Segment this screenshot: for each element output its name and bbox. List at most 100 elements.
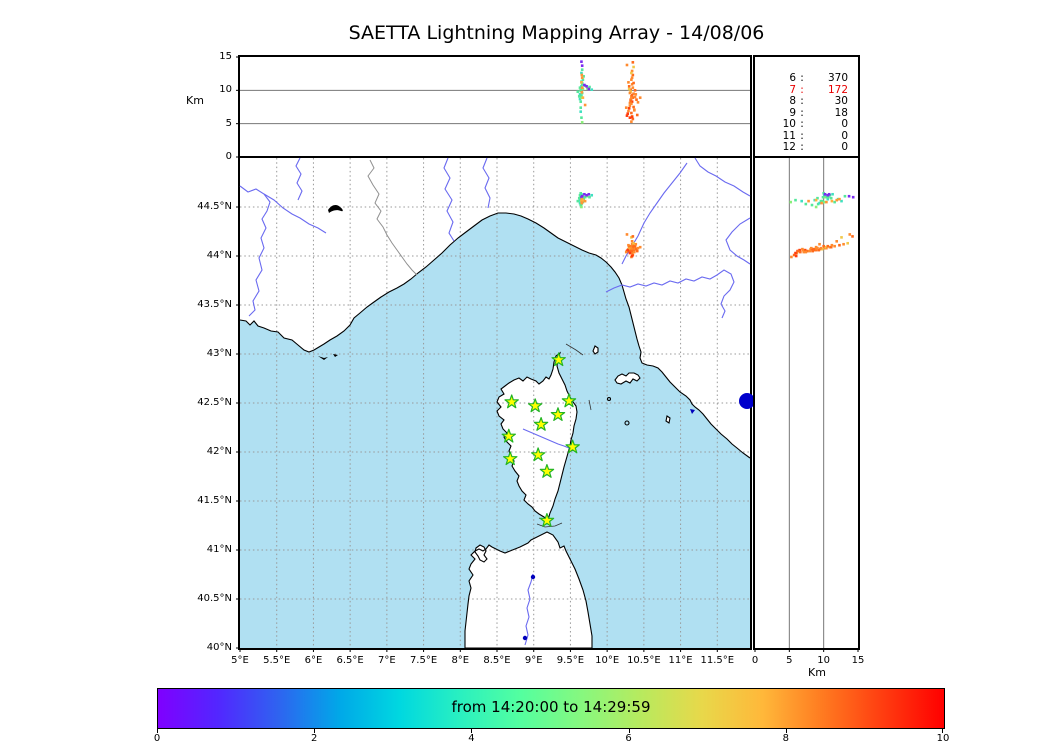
source-count-row: 10:0 bbox=[755, 118, 858, 131]
colorbar-tick bbox=[785, 728, 787, 733]
colorbar-tick bbox=[942, 728, 943, 733]
colorbar-tick bbox=[157, 728, 158, 733]
source-count-row: 9:18 bbox=[755, 106, 858, 120]
colorbar-tick-label: 8 bbox=[782, 733, 789, 744]
altitude-latitude-plot bbox=[754, 158, 859, 652]
sea-and-land-fills bbox=[240, 213, 750, 648]
count-value: 172 bbox=[827, 83, 848, 96]
lon-tick-label: 5°E bbox=[231, 655, 249, 666]
count-value: 0 bbox=[841, 118, 848, 130]
page-title: SAETTA Lightning Mapping Array - 14/08/0… bbox=[348, 22, 765, 44]
lat-tick-label: 41°N bbox=[206, 544, 232, 555]
count-level: 7 bbox=[789, 83, 796, 96]
altitude-axis-label: Km bbox=[186, 94, 204, 107]
station-star-icon bbox=[533, 417, 549, 431]
count-level: 8 bbox=[789, 95, 796, 107]
station-star-icon bbox=[503, 451, 518, 466]
altitude-gridlines bbox=[240, 89, 750, 125]
pianosa-island bbox=[606, 396, 612, 402]
count-level: 9 bbox=[789, 106, 796, 119]
lon-tick-label: 11.5°E bbox=[700, 655, 735, 666]
count-value: 30 bbox=[834, 95, 848, 107]
station-star-icon bbox=[527, 398, 543, 413]
sea-fill bbox=[240, 213, 750, 648]
source-count-row: 11:0 bbox=[755, 129, 858, 143]
lon-tick-label: 6.5°E bbox=[336, 655, 364, 666]
right-panel-xtick-label: 5 bbox=[786, 655, 793, 666]
right-panel-gridlines bbox=[788, 158, 825, 648]
station-star-icon bbox=[530, 447, 546, 462]
lat-tick-label: 44°N bbox=[206, 250, 232, 261]
right-panel-axis-ticks bbox=[754, 648, 859, 652]
altitude-ytick-label: 5 bbox=[225, 117, 232, 129]
source-count-row: 6:370 bbox=[755, 72, 858, 85]
lon-tick-label: 11°E bbox=[668, 655, 693, 666]
count-level: 10 bbox=[782, 118, 796, 130]
right-panel-xtick-label: 10 bbox=[817, 655, 831, 666]
lat-tick-label: 40°N bbox=[206, 642, 232, 653]
altitude-scatter-points bbox=[576, 60, 642, 124]
lat-tick-label: 43.5°N bbox=[197, 299, 232, 310]
lake-sardinia-2 bbox=[522, 635, 528, 641]
count-value: 0 bbox=[841, 129, 848, 142]
source-count-row: 12:0 bbox=[755, 141, 858, 154]
lon-tick-label: 8.5°E bbox=[483, 655, 511, 666]
map-plot bbox=[236, 157, 755, 652]
lon-tick-label: 7°E bbox=[378, 655, 396, 666]
altitude-latitude-panel bbox=[753, 156, 860, 652]
station-star-icon bbox=[550, 407, 566, 421]
colorbar-tick-label: 6 bbox=[625, 733, 632, 744]
lon-tick-label: 10.5°E bbox=[627, 655, 661, 666]
right-panel-xtick-label: 15 bbox=[851, 655, 865, 666]
source-count-row: 8:30 bbox=[755, 95, 858, 108]
lon-tick-label: 5.5°E bbox=[263, 655, 291, 666]
station-star-icon bbox=[565, 439, 580, 454]
lon-tick-label: 6°E bbox=[304, 655, 323, 666]
colorbar-tick bbox=[471, 728, 473, 733]
lat-tick-label: 44.5°N bbox=[197, 201, 232, 212]
colorbar-tick bbox=[628, 728, 630, 733]
altitude-longitude-plot bbox=[236, 56, 750, 158]
river-right-edge bbox=[725, 217, 751, 265]
altitude-longitude-panel bbox=[236, 55, 752, 159]
lake-sardinia-1 bbox=[530, 574, 536, 580]
river-durance bbox=[263, 193, 327, 234]
colorbar-time-range-label: from 14:20:00 to 14:29:59 bbox=[451, 698, 651, 716]
lon-tick-label: 7.5°E bbox=[409, 655, 438, 666]
count-value: 370 bbox=[827, 72, 848, 84]
map-gridlines bbox=[240, 158, 750, 648]
colorbar-tick-label: 0 bbox=[153, 733, 161, 744]
lagoon-orbetello bbox=[690, 409, 695, 414]
time-colorbar: from 14:20:00 to 14:29:59 bbox=[157, 688, 945, 729]
lat-tick-label: 42.5°N bbox=[197, 397, 232, 408]
colorbar-tick-label: 4 bbox=[468, 733, 475, 744]
source-count-rows: 6:370 7:172 8:30 9:18 10:0 11:0 12:0 bbox=[755, 57, 858, 154]
station-blue-dot bbox=[739, 393, 755, 409]
station-star-icon bbox=[504, 394, 519, 409]
right-panel-axis-label: Km bbox=[808, 666, 826, 679]
lon-tick-label: 9.5°E bbox=[556, 655, 585, 666]
river-po-area bbox=[694, 157, 751, 197]
count-value: 0 bbox=[841, 141, 848, 153]
lat-tick-label: 40.5°N bbox=[197, 593, 232, 604]
station-star-icon bbox=[551, 352, 566, 367]
count-value: 18 bbox=[834, 106, 848, 119]
lon-tick-label: 10°E bbox=[595, 655, 620, 666]
count-level: 6 bbox=[789, 72, 796, 84]
right-panel-xtick-label: 0 bbox=[751, 655, 759, 666]
hyeres-islands bbox=[318, 354, 338, 360]
river-var bbox=[443, 157, 455, 242]
map-panel bbox=[236, 156, 755, 652]
lat-tick-label: 43°N bbox=[206, 348, 232, 359]
country-border-france-italy bbox=[367, 159, 418, 276]
altitude-ytick-label: 10 bbox=[219, 84, 232, 96]
count-level: 12 bbox=[782, 141, 796, 153]
station-star-icon bbox=[561, 393, 577, 408]
cap-corse-annotation-line bbox=[565, 343, 592, 411]
river-rhone bbox=[239, 185, 271, 317]
lat-tick-label: 42°N bbox=[206, 446, 232, 457]
altitude-ytick-label: 0 bbox=[225, 151, 232, 162]
map-axis-ticks bbox=[236, 206, 718, 652]
montecristo-island bbox=[624, 420, 630, 426]
